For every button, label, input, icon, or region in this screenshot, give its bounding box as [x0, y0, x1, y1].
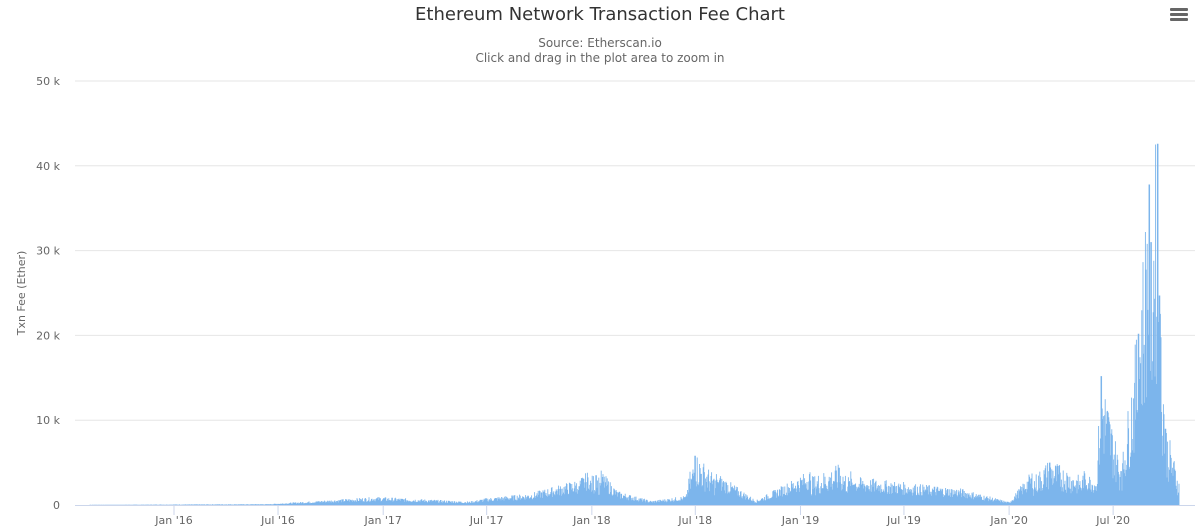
- x-tick-label: Jul '19: [886, 514, 921, 527]
- x-tick-label: Jan '16: [154, 514, 192, 527]
- y-axis: 0 10 k 20 k 30 k 40 k 50 k: [36, 75, 60, 512]
- x-tick-label: Jul '16: [260, 514, 295, 527]
- y-tick-label: 30 k: [36, 245, 60, 258]
- y-tick-label: 20 k: [36, 329, 60, 342]
- x-tick-label: Jan '20: [989, 514, 1027, 527]
- data-series-bars: [89, 143, 1180, 505]
- y-axis-title: Txn Fee (Ether): [15, 251, 28, 337]
- y-tick-label: 40 k: [36, 160, 60, 173]
- y-tick-label: 0: [53, 499, 60, 512]
- x-axis: Jan '16 Jul '16 Jan '17 Jul '17 Jan '18 Jul '…: [75, 505, 1195, 527]
- chart-subtitle: Source: Etherscan.io Click and drag in t…: [0, 36, 1200, 66]
- y-tick-label: 10 k: [36, 414, 60, 427]
- gridlines: [75, 80, 1195, 421]
- x-tick-label: Jan '18: [572, 514, 610, 527]
- hamburger-menu-icon[interactable]: [1170, 8, 1188, 24]
- x-tick-label: Jul '20: [1095, 514, 1130, 527]
- subtitle-zoom-hint: Click and drag in the plot area to zoom …: [475, 51, 725, 65]
- chart-title: Ethereum Network Transaction Fee Chart: [415, 4, 785, 25]
- subtitle-source: Source: Etherscan.io: [538, 36, 662, 50]
- y-tick-label: 50 k: [36, 75, 60, 88]
- x-tick-label: Jan '17: [363, 514, 401, 527]
- x-tick-label: Jan '19: [781, 514, 819, 527]
- x-tick-label: Jul '18: [677, 514, 712, 527]
- x-tick-label: Jul '17: [469, 514, 504, 527]
